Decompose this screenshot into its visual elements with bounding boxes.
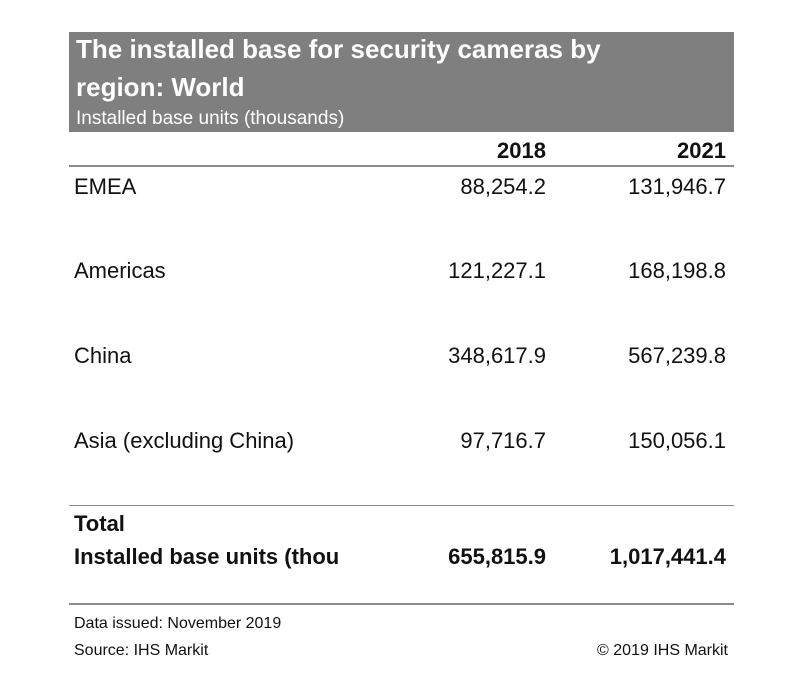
value-2018: 121,227.1 bbox=[448, 258, 546, 283]
row-label: Asia (excluding China) bbox=[74, 428, 295, 453]
value-2018: 88,254.2 bbox=[460, 174, 546, 199]
value-2018: 97,716.7 bbox=[460, 428, 546, 453]
value-2021: 567,239.8 bbox=[628, 343, 726, 368]
table-row: EMEA 88,254.2 131,946.7 bbox=[0, 173, 800, 201]
source-note: Source: IHS Markit bbox=[74, 642, 209, 659]
total-heading: Total bbox=[74, 511, 125, 536]
row-label: Americas bbox=[74, 258, 166, 283]
table-row: Asia (excluding China) 97,716.7 150,056.… bbox=[0, 427, 800, 455]
table-title-banner: The installed base for security cameras … bbox=[69, 32, 734, 132]
copyright-note: © 2019 IHS Markit bbox=[597, 642, 728, 659]
table-subtitle: Installed base units (thousands) bbox=[76, 108, 345, 129]
value-2021: 131,946.7 bbox=[628, 174, 726, 199]
row-label: China bbox=[74, 343, 132, 368]
header-divider bbox=[69, 165, 734, 167]
total-row: Installed base units (thou 655,815.9 1,0… bbox=[0, 543, 800, 571]
total-row-label: Installed base units (thou bbox=[74, 544, 340, 569]
total-value-2021: 1,017,441.4 bbox=[609, 544, 726, 569]
total-divider bbox=[69, 505, 734, 506]
table-row: China 348,617.9 567,239.8 bbox=[0, 342, 800, 370]
table-title-line-1: The installed base for security cameras … bbox=[76, 34, 601, 64]
column-header-2018: 2018 bbox=[497, 138, 546, 163]
value-2021: 150,056.1 bbox=[628, 428, 726, 453]
value-2018: 348,617.9 bbox=[448, 343, 546, 368]
row-label: EMEA bbox=[74, 174, 137, 199]
footer-divider bbox=[69, 603, 734, 605]
table-row: Americas 121,227.1 168,198.8 bbox=[0, 257, 800, 285]
table-title-line-2: region: World bbox=[76, 72, 245, 102]
column-header-2021: 2021 bbox=[677, 138, 726, 163]
value-2021: 168,198.8 bbox=[628, 258, 726, 283]
total-value-2018: 655,815.9 bbox=[448, 544, 546, 569]
data-issued-note: Data issued: November 2019 bbox=[74, 615, 282, 632]
